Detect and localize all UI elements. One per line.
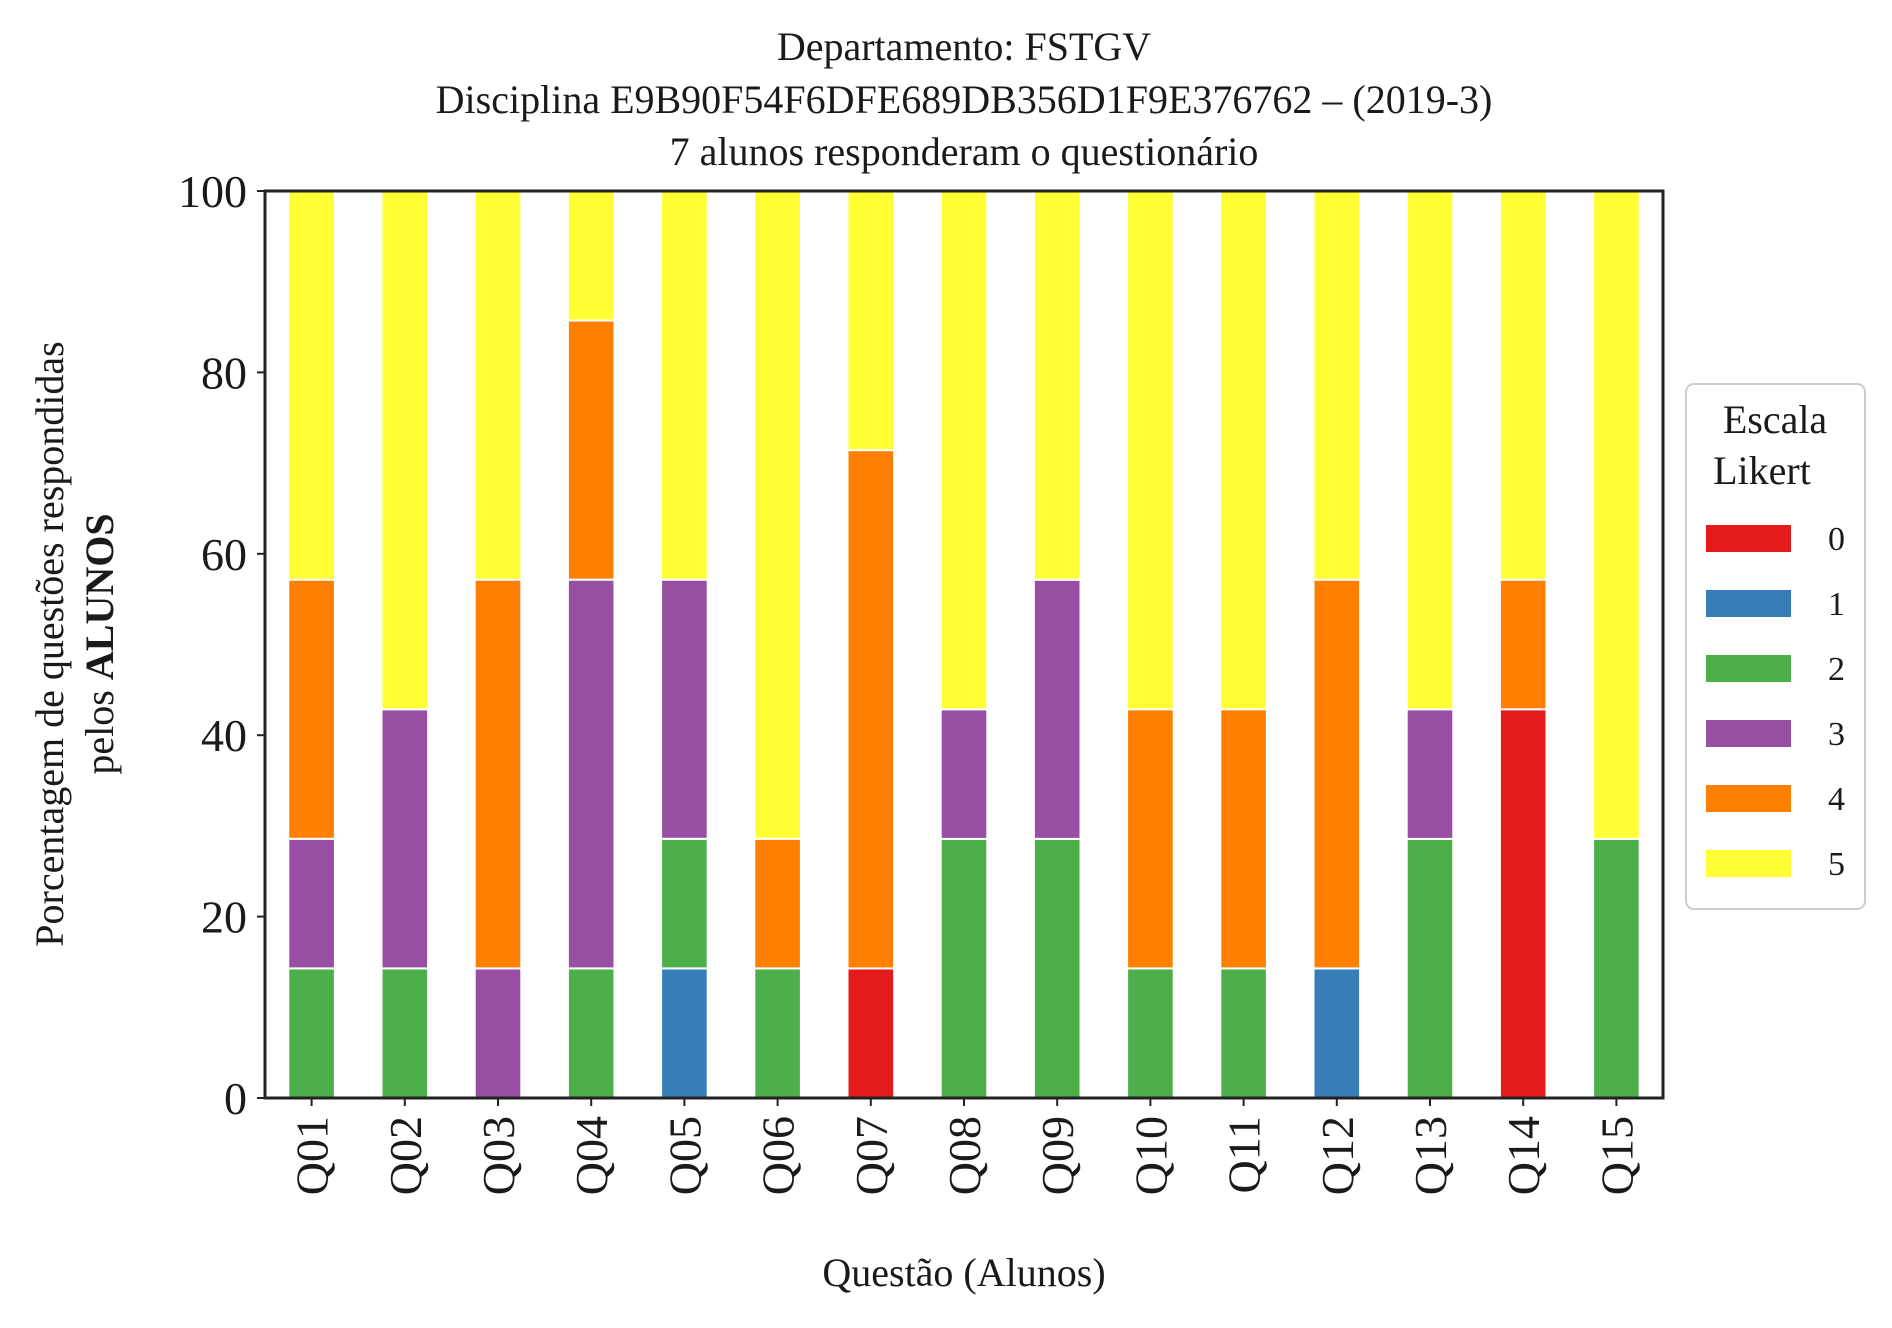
bar-q10-likert-4	[1126, 708, 1175, 970]
legend-title-line-1: Escala	[1723, 397, 1828, 442]
x-tick-label-q11: Q11	[1219, 1116, 1270, 1194]
bar-q09-likert-3	[1032, 578, 1082, 840]
x-tick-label-q14: Q14	[1498, 1116, 1549, 1195]
bar-q14-likert-4	[1498, 578, 1548, 711]
y-axis-label: Porcentagem de questões respondidas pelo…	[27, 341, 122, 946]
legend-label-4: 4	[1828, 781, 1845, 818]
legend-swatch-4	[1706, 785, 1791, 812]
y-axis-ticks: 0 20 40 60 80 100	[178, 166, 265, 1124]
x-tick-label-q06: Q06	[753, 1116, 804, 1195]
bar-q01-likert-5	[287, 189, 336, 581]
chart-title-line-1: Departamento: FSTGV	[777, 24, 1151, 69]
y-axis-label-line-2: pelos ALUNOS	[77, 513, 122, 774]
y-tick-label: 40	[201, 710, 247, 761]
bar-q04-likert-2	[566, 967, 616, 1100]
bar-q04-likert-5	[566, 189, 616, 322]
legend-items: 0 1 2 3 4 5	[1706, 521, 1845, 883]
x-tick-label-q12: Q12	[1312, 1116, 1363, 1195]
bar-q12-likert-5	[1312, 189, 1362, 581]
bar-q10-likert-5	[1126, 190, 1175, 711]
bar-q12-likert-4	[1312, 578, 1362, 970]
legend-swatch-0	[1706, 525, 1791, 552]
bar-q06-likert-5	[753, 189, 802, 840]
bar-q14-likert-5	[1498, 189, 1548, 581]
x-tick-label-q07: Q07	[846, 1116, 897, 1195]
bar-q13-likert-3	[1405, 708, 1455, 840]
legend-label-3: 3	[1828, 716, 1845, 753]
legend-label-1: 1	[1828, 586, 1845, 623]
bar-q04-likert-3	[566, 578, 616, 970]
x-tick-label-q13: Q13	[1405, 1116, 1456, 1195]
y-axis-label-line-1: Porcentagem de questões respondidas	[27, 341, 72, 946]
bar-q04-likert-4	[566, 319, 616, 581]
bar-q07-likert-5	[846, 190, 896, 452]
x-tick-label-q01: Q01	[287, 1116, 338, 1195]
legend-title-line-2: Likert	[1713, 448, 1811, 493]
bar-q06-likert-2	[753, 967, 802, 1100]
x-axis-ticks: Q01 Q02 Q03 Q04 Q05 Q06 Q07 Q08 Q09 Q10 Q11 Q12 Q13 Q…	[287, 1098, 1642, 1195]
bar-q15-likert-2	[1592, 837, 1641, 1100]
bar-q02-likert-2	[380, 967, 430, 1100]
bar-q01-likert-2	[287, 967, 336, 1100]
bar-q12-likert-1	[1312, 967, 1362, 1100]
y-tick-label: 20	[201, 892, 247, 943]
bars-group	[287, 189, 1641, 1100]
bar-q15-likert-5	[1592, 190, 1641, 840]
bar-q09-likert-5	[1032, 190, 1082, 581]
legend: Escala Likert 0 1 2 3 4 5	[1685, 383, 1866, 910]
x-tick-label-q04: Q04	[566, 1116, 617, 1195]
bar-q08-likert-2	[939, 837, 989, 1100]
x-axis-label: Questão (Alunos)	[822, 1250, 1105, 1295]
bar-q01-likert-3	[287, 837, 336, 970]
chart-title-line-3: 7 alunos responderam o questionário	[670, 129, 1259, 174]
legend-swatch-2	[1706, 655, 1791, 682]
legend-label-0: 0	[1828, 521, 1845, 558]
legend-frame	[1685, 383, 1866, 910]
bar-q14-likert-0	[1498, 708, 1548, 1100]
x-tick-label-q15: Q15	[1591, 1116, 1642, 1195]
bar-q05-likert-3	[660, 578, 709, 840]
legend-swatch-1	[1706, 590, 1791, 617]
x-tick-label-q02: Q02	[380, 1116, 431, 1195]
y-axis-label-prefix: pelos	[77, 680, 122, 774]
legend-label-5: 5	[1828, 846, 1845, 883]
bar-q03-likert-3	[473, 967, 523, 1100]
bar-q08-likert-5	[939, 190, 989, 711]
y-tick-label: 80	[201, 347, 247, 398]
bar-q09-likert-2	[1032, 837, 1082, 1100]
bar-q10-likert-2	[1126, 967, 1175, 1100]
bar-q02-likert-3	[380, 708, 430, 970]
bar-q08-likert-3	[939, 708, 989, 840]
bar-q07-likert-0	[846, 967, 896, 1100]
y-tick-label: 100	[178, 166, 247, 217]
bar-q06-likert-4	[753, 837, 802, 970]
bar-q05-likert-1	[660, 967, 709, 1100]
bar-q11-likert-2	[1219, 967, 1268, 1100]
legend-swatch-3	[1706, 720, 1791, 747]
chart-title-line-2: Disciplina E9B90F54F6DFE689DB356D1F9E376…	[436, 77, 1493, 122]
bar-q13-likert-5	[1405, 190, 1455, 711]
bar-q11-likert-4	[1219, 708, 1268, 970]
bar-q03-likert-4	[473, 578, 523, 970]
x-tick-label-q08: Q08	[939, 1116, 990, 1195]
x-tick-label-q05: Q05	[659, 1116, 710, 1195]
y-tick-label: 0	[224, 1073, 247, 1124]
bar-q05-likert-5	[660, 189, 709, 581]
bar-q13-likert-2	[1405, 837, 1455, 1100]
bar-q11-likert-5	[1219, 190, 1268, 711]
bar-q07-likert-4	[846, 449, 896, 970]
legend-label-2: 2	[1828, 651, 1845, 688]
x-tick-label-q03: Q03	[473, 1116, 524, 1195]
y-axis-label-bold: ALUNOS	[77, 513, 122, 680]
bar-q03-likert-5	[473, 189, 523, 581]
x-tick-label-q09: Q09	[1032, 1116, 1083, 1195]
bar-q05-likert-2	[660, 837, 709, 970]
bar-q01-likert-4	[287, 578, 336, 840]
bar-q02-likert-5	[380, 190, 430, 711]
x-tick-label-q10: Q10	[1125, 1116, 1176, 1195]
legend-swatch-5	[1706, 850, 1791, 877]
y-tick-label: 60	[201, 529, 247, 580]
